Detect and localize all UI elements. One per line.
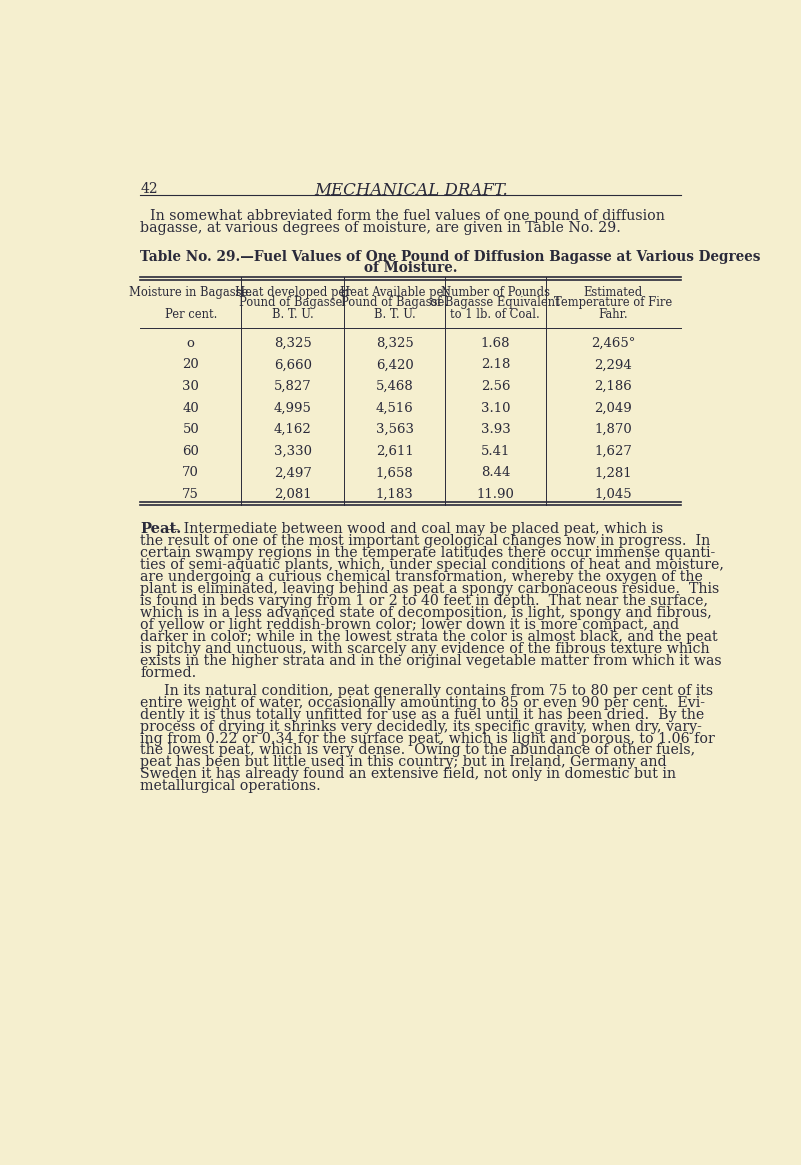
Text: 1,627: 1,627 — [594, 445, 632, 458]
Text: Estimated: Estimated — [584, 287, 642, 299]
Text: Number of Pounds: Number of Pounds — [441, 287, 549, 299]
Text: 2,049: 2,049 — [594, 402, 632, 415]
Text: 8,325: 8,325 — [274, 337, 312, 350]
Text: 2.56: 2.56 — [481, 380, 510, 393]
Text: Table No. 29.—Fuel Values of One Pound of Diffusion Bagasse at Various Degrees: Table No. 29.—Fuel Values of One Pound o… — [140, 250, 761, 264]
Text: — Intermediate between wood and coal may be placed peat, which is: — Intermediate between wood and coal may… — [165, 522, 663, 537]
Text: 6,420: 6,420 — [376, 359, 413, 372]
Text: 8,325: 8,325 — [376, 337, 413, 350]
Text: 1,870: 1,870 — [594, 423, 632, 436]
Text: 50: 50 — [183, 423, 199, 436]
Text: 1.68: 1.68 — [481, 337, 510, 350]
Text: is found in beds varying from 1 or 2 to 40 feet in depth.  That near the surface: is found in beds varying from 1 or 2 to … — [140, 594, 708, 608]
Text: Fahr.: Fahr. — [598, 309, 628, 322]
Text: 2,294: 2,294 — [594, 359, 632, 372]
Text: 75: 75 — [183, 488, 199, 501]
Text: 3.93: 3.93 — [481, 423, 510, 436]
Text: is pitchy and unctuous, with scarcely any evidence of the fibrous texture which: is pitchy and unctuous, with scarcely an… — [140, 642, 710, 656]
Text: 6,660: 6,660 — [274, 359, 312, 372]
Text: 1,281: 1,281 — [594, 466, 632, 479]
Text: 2,611: 2,611 — [376, 445, 413, 458]
Text: of Bagasse Equivalent: of Bagasse Equivalent — [430, 296, 560, 309]
Text: certain swampy regions in the temperate latitudes there occur immense quanti-: certain swampy regions in the temperate … — [140, 546, 715, 560]
Text: which is in a less advanced state of decomposition, is light, spongy and fibrous: which is in a less advanced state of dec… — [140, 606, 712, 620]
Text: darker in color; while in the lowest strata the color is almost black, and the p: darker in color; while in the lowest str… — [140, 630, 718, 644]
Text: of yellow or light reddish-brown color; lower down it is more compact, and: of yellow or light reddish-brown color; … — [140, 617, 679, 631]
Text: 20: 20 — [183, 359, 199, 372]
Text: Sweden it has already found an extensive field, not only in domestic but in: Sweden it has already found an extensive… — [140, 768, 676, 782]
Text: Pound of Bagasse.: Pound of Bagasse. — [239, 296, 346, 309]
Text: 2,497: 2,497 — [274, 466, 312, 479]
Text: Temperature of Fire: Temperature of Fire — [554, 296, 672, 309]
Text: Heat Available per: Heat Available per — [340, 287, 449, 299]
Text: 60: 60 — [183, 445, 199, 458]
Text: the result of one of the most important geological changes now in progress.  In: the result of one of the most important … — [140, 535, 710, 549]
Text: Per cent.: Per cent. — [165, 309, 217, 322]
Text: B. T. U.: B. T. U. — [272, 309, 313, 322]
Text: 1,045: 1,045 — [594, 488, 632, 501]
Text: the lowest peat, which is very dense.  Owing to the abundance of other fuels,: the lowest peat, which is very dense. Ow… — [140, 743, 695, 757]
Text: 4,995: 4,995 — [274, 402, 312, 415]
Text: Moisture in Bagasse.: Moisture in Bagasse. — [129, 287, 252, 299]
Text: 30: 30 — [183, 380, 199, 393]
Text: 42: 42 — [140, 182, 158, 196]
Text: peat has been but little used in this country; but in Ireland, Germany and: peat has been but little used in this co… — [140, 755, 667, 769]
Text: MECHANICAL DRAFT.: MECHANICAL DRAFT. — [314, 182, 508, 199]
Text: to 1 lb. of Coal.: to 1 lb. of Coal. — [450, 309, 540, 322]
Text: 1,183: 1,183 — [376, 488, 413, 501]
Text: exists in the higher strata and in the original vegetable matter from which it w: exists in the higher strata and in the o… — [140, 654, 722, 668]
Text: ing from 0.22 or 0.34 for the surface peat, which is light and porous, to 1.06 f: ing from 0.22 or 0.34 for the surface pe… — [140, 732, 715, 746]
Text: 4,162: 4,162 — [274, 423, 312, 436]
Text: 3.10: 3.10 — [481, 402, 510, 415]
Text: entire weight of water, occasionally amounting to 85 or even 90 per cent.  Evi-: entire weight of water, occasionally amo… — [140, 696, 706, 709]
Text: are undergoing a curious chemical transformation, whereby the oxygen of the: are undergoing a curious chemical transf… — [140, 570, 703, 584]
Text: 70: 70 — [183, 466, 199, 479]
Text: 2,081: 2,081 — [274, 488, 312, 501]
Text: bagasse, at various degrees of moisture, are given in Table No. 29.: bagasse, at various degrees of moisture,… — [140, 221, 622, 235]
Text: B. T. U.: B. T. U. — [374, 309, 416, 322]
Text: of Moisture.: of Moisture. — [364, 261, 457, 275]
Text: 2,186: 2,186 — [594, 380, 632, 393]
Text: Heat developed per: Heat developed per — [235, 287, 351, 299]
Text: 5.41: 5.41 — [481, 445, 510, 458]
Text: Pound of Bagasse.: Pound of Bagasse. — [341, 296, 449, 309]
Text: plant is eliminated, leaving behind as peat a spongy carbonaceous residue.  This: plant is eliminated, leaving behind as p… — [140, 582, 719, 596]
Text: 5,827: 5,827 — [274, 380, 312, 393]
Text: 1,658: 1,658 — [376, 466, 413, 479]
Text: process of drying it shrinks very decidedly, its specific gravity, when dry, var: process of drying it shrinks very decide… — [140, 720, 702, 734]
Text: dently it is thus totally unfitted for use as a fuel until it has been dried.  B: dently it is thus totally unfitted for u… — [140, 707, 705, 721]
Text: 8.44: 8.44 — [481, 466, 510, 479]
Text: ties of semi-aquatic plants, which, under special conditions of heat and moistur: ties of semi-aquatic plants, which, unde… — [140, 558, 724, 572]
Text: metallurgical operations.: metallurgical operations. — [140, 779, 321, 793]
Text: o: o — [187, 337, 195, 350]
Text: formed.: formed. — [140, 665, 197, 679]
Text: In its natural condition, peat generally contains from 75 to 80 per cent of its: In its natural condition, peat generally… — [163, 684, 713, 698]
Text: 5,468: 5,468 — [376, 380, 413, 393]
Text: 2.18: 2.18 — [481, 359, 510, 372]
Text: 3,330: 3,330 — [274, 445, 312, 458]
Text: In somewhat abbreviated form the fuel values of one pound of diffusion: In somewhat abbreviated form the fuel va… — [151, 209, 666, 224]
Text: 4,516: 4,516 — [376, 402, 413, 415]
Text: 11.90: 11.90 — [477, 488, 514, 501]
Text: 3,563: 3,563 — [376, 423, 413, 436]
Text: Peat.: Peat. — [140, 522, 182, 537]
Text: 40: 40 — [183, 402, 199, 415]
Text: 2,465°: 2,465° — [591, 337, 635, 350]
